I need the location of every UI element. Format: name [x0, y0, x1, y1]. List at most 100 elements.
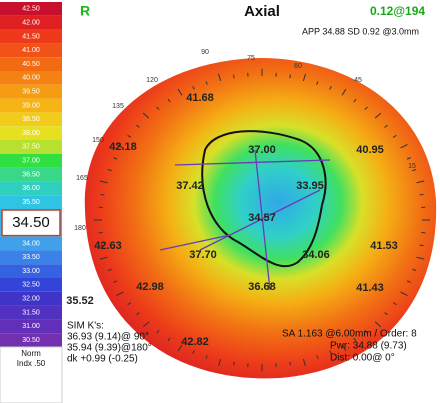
- value-label: 34.57: [248, 212, 276, 224]
- scale-label: 32.50: [22, 282, 40, 289]
- ring-tick: [99, 180, 108, 184]
- scale-bar: 42.50 42.00 41.50 41.00 40.50 40.00 39.50 39.00…: [0, 2, 63, 403]
- value-label: 34.06: [302, 249, 330, 261]
- ring-tick: [364, 329, 368, 334]
- ring-tick: [353, 98, 357, 103]
- value-label: 37.42: [176, 180, 204, 192]
- scale-cell: [0, 43, 62, 58]
- angle-label: 180: [74, 225, 86, 232]
- ring-tick: [353, 337, 357, 342]
- ring-tick: [127, 134, 132, 138]
- ring-tick: [205, 81, 208, 85]
- scale-cell: [0, 291, 62, 306]
- value-label: 40.95: [356, 144, 384, 156]
- ring-tick: [289, 74, 291, 79]
- angle-label: 75: [247, 55, 255, 62]
- ring-tick: [316, 81, 319, 85]
- value-label: 41.68: [186, 92, 214, 104]
- ring-tick: [167, 337, 171, 342]
- scale-cell: [0, 305, 62, 320]
- scale-label: 31.50: [22, 309, 40, 316]
- ring-tick: [384, 124, 388, 128]
- scale-label: 30.50: [22, 337, 40, 344]
- scale-label: 37.50: [22, 144, 40, 151]
- value-label: 41.43: [356, 282, 384, 294]
- scale-foot: [0, 346, 63, 403]
- ring-tick: [192, 350, 195, 355]
- ring-tick: [400, 143, 408, 149]
- scale-cell: [0, 140, 62, 154]
- value-label: 33.95: [296, 180, 324, 192]
- ring-tick: [412, 169, 417, 172]
- ring-tick: [233, 361, 235, 366]
- map-surface: [84, 58, 437, 379]
- angle-label: 15: [408, 163, 416, 170]
- scale-cell: [0, 167, 62, 182]
- ring-tick: [416, 256, 425, 260]
- ring-tick: [100, 193, 105, 196]
- index: Indx .50: [17, 359, 46, 368]
- scale-cell: [0, 278, 62, 292]
- value-label: 42.18: [109, 141, 137, 153]
- contour: [201, 130, 327, 268]
- scale-label: 40.00: [22, 75, 40, 82]
- scale-cell: [0, 319, 62, 334]
- ring-tick: [177, 88, 183, 96]
- angle-label: 60: [294, 63, 302, 70]
- ring-tick: [113, 157, 118, 160]
- scale-label: 33.50: [22, 254, 40, 261]
- dk: dk +0.99 (-0.25): [67, 354, 138, 365]
- ring-tick: [156, 106, 160, 111]
- value-label: 42.63: [94, 240, 122, 252]
- scale-cell: [0, 181, 62, 196]
- ring-tick: [289, 361, 291, 366]
- ring-tick: [419, 244, 424, 247]
- value-label: 37.00: [248, 144, 276, 156]
- ring-tick: [374, 321, 382, 328]
- scale-label: 32.00: [22, 296, 40, 303]
- ring-tick: [107, 169, 112, 172]
- ring-tick: [116, 143, 124, 149]
- value-label: 42.82: [181, 336, 209, 348]
- sim-k2: 35.94 (9.39)@180°: [67, 343, 152, 354]
- ring-tick: [99, 256, 108, 260]
- angle-label: 120: [146, 77, 158, 84]
- scale-cell: [0, 333, 62, 347]
- selected-value: 34.50: [12, 214, 50, 231]
- ring-tick: [218, 73, 222, 82]
- ring-tick: [406, 157, 411, 160]
- ring-tick: [205, 355, 208, 359]
- scale-cell: [0, 236, 62, 251]
- ring-tick: [419, 193, 424, 196]
- sa: SA 1.163 @6.00mm / Order: 8: [282, 329, 417, 340]
- ring-tick: [329, 350, 332, 355]
- ring-ticks: [94, 68, 430, 372]
- scale-cell: [0, 98, 62, 113]
- angle-labels: 90 75 60 45 120 135 150 165 180 15: [74, 49, 416, 232]
- power: Pwr: 34.88 (9.73): [330, 341, 407, 352]
- scale-label: 39.00: [22, 102, 40, 109]
- scale-cell: [0, 2, 62, 16]
- ring-tick: [107, 268, 112, 271]
- value-labels: 41.68 42.18 37.00 40.95 37.42 33.95 34.57 42.63…: [66, 92, 398, 348]
- value-label: 41.53: [370, 240, 398, 252]
- scale-label: 39.50: [22, 89, 40, 96]
- ring-tick: [136, 312, 140, 316]
- angle-label: 45: [354, 77, 362, 84]
- scale-cell: [0, 57, 62, 71]
- scale-cell: [0, 126, 62, 140]
- ring-tick: [100, 244, 105, 247]
- eye: R: [80, 3, 90, 19]
- ring-tick: [113, 280, 118, 283]
- ring-tick: [374, 112, 382, 119]
- ring-tick: [218, 358, 222, 367]
- ring-tick: [142, 112, 150, 119]
- ring-tick: [167, 98, 171, 103]
- ring-tick: [316, 355, 319, 359]
- ring-tick: [302, 73, 306, 82]
- norm: Norm: [21, 349, 41, 358]
- scale-label: 31.00: [22, 323, 40, 330]
- scale-cell: [0, 153, 62, 168]
- axis-lines: [159, 149, 331, 291]
- map-title: Axial: [244, 3, 280, 20]
